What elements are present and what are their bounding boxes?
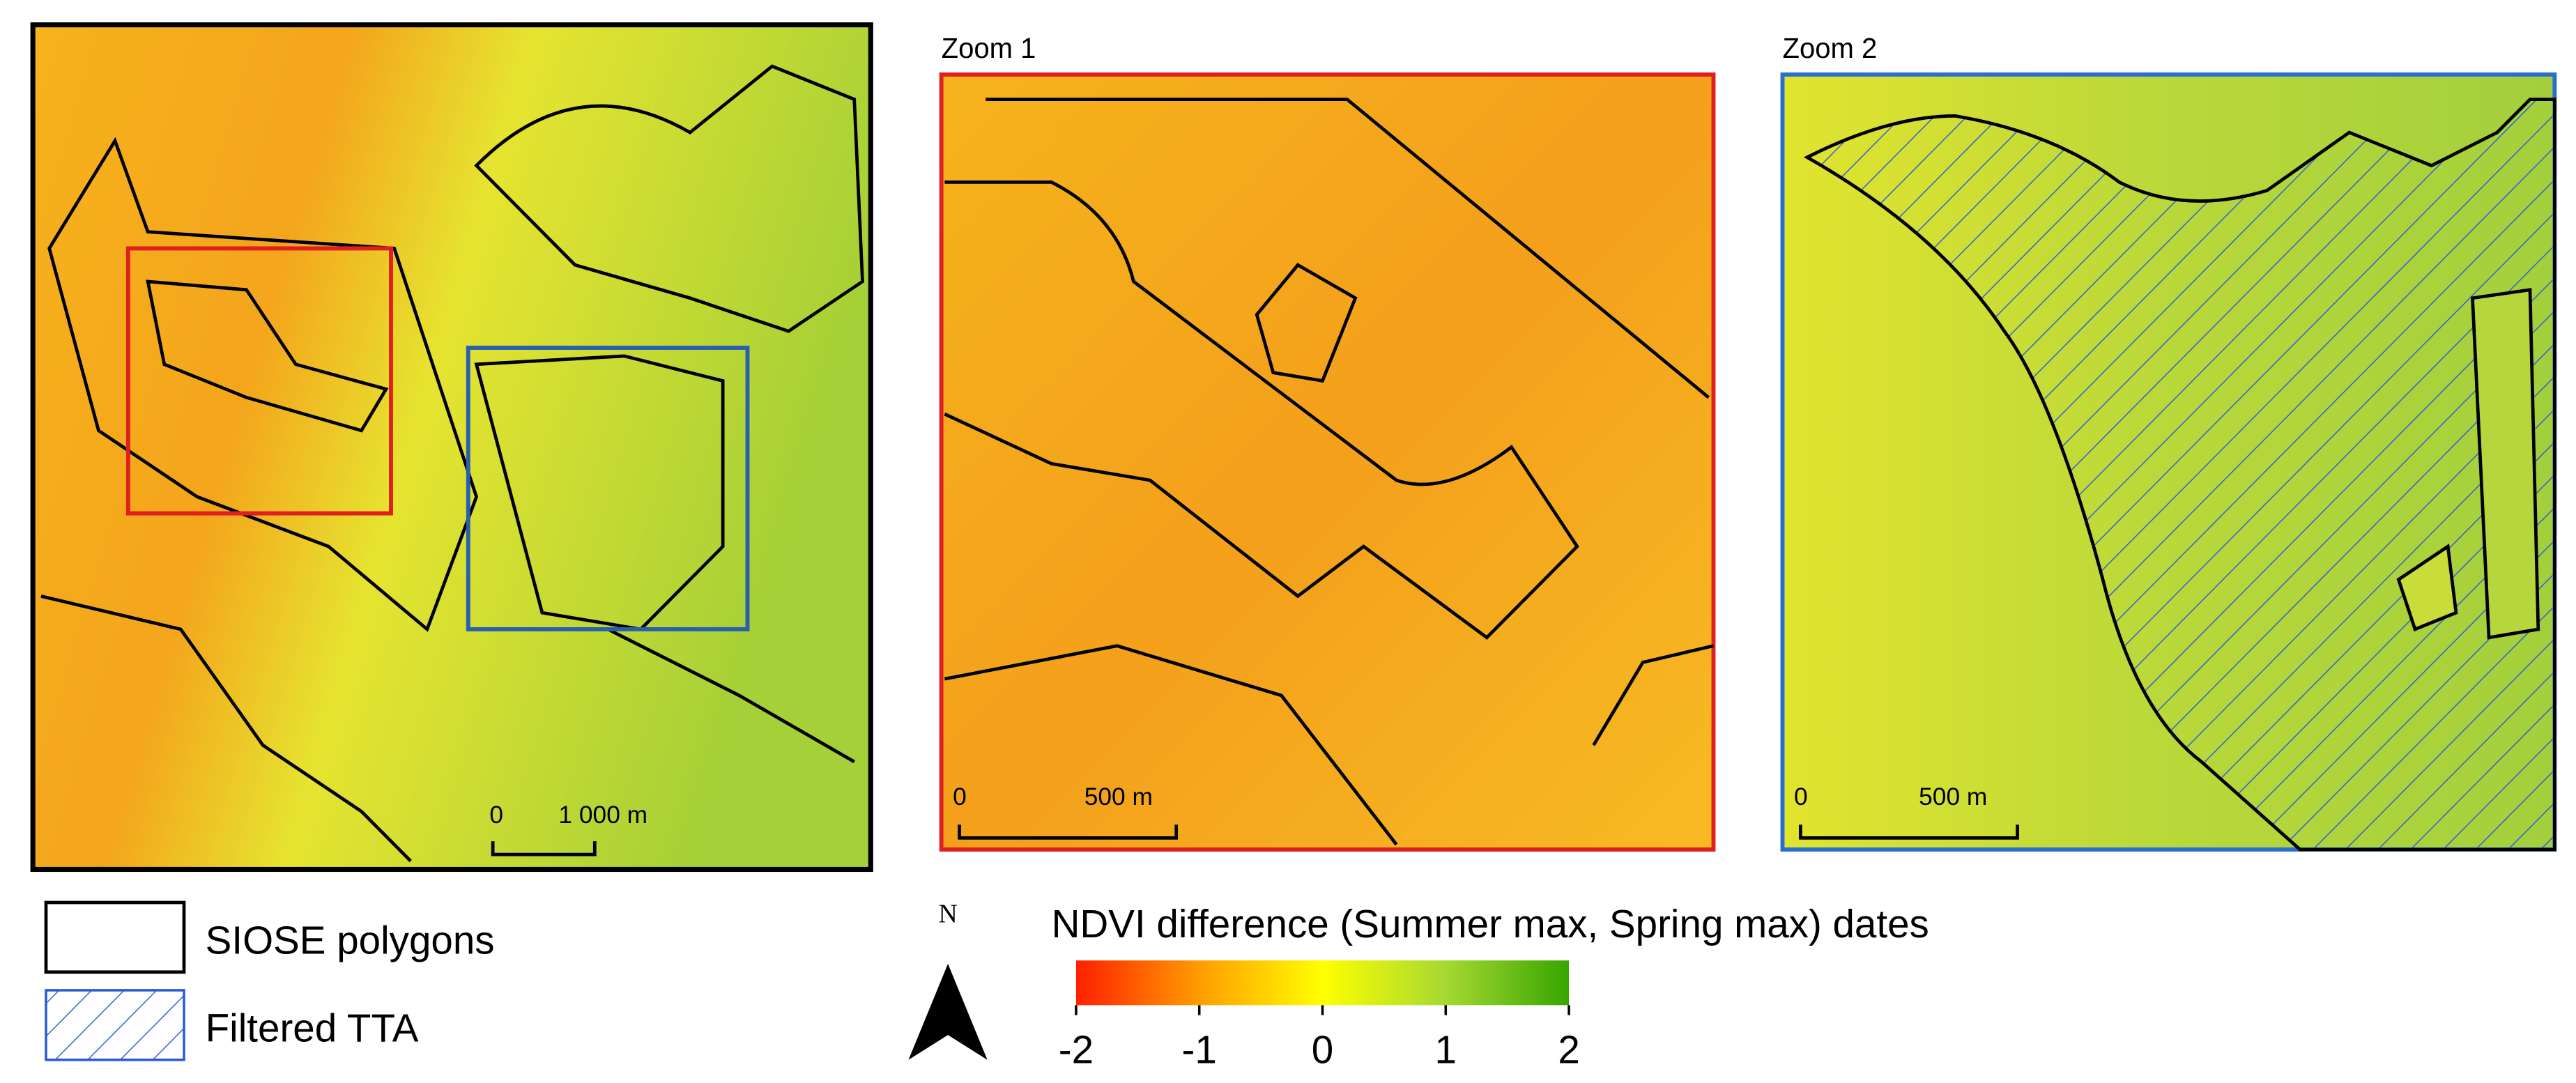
colorbar: NDVI difference (Summer max, Spring max)… <box>1052 903 1929 1073</box>
legend-label: SIOSE polygons <box>206 919 495 962</box>
main-map: 0 1 000 m <box>30 22 873 873</box>
panel-label: Zoom 1 <box>942 33 1036 64</box>
colorbar-tick-label: 0 <box>1312 1028 1333 1072</box>
panel-label: Zoom 2 <box>1783 33 1878 64</box>
colorbar-tick-label: 1 <box>1435 1028 1457 1072</box>
zoom-1: Zoom 1 0 500 m <box>939 33 1716 852</box>
legend: SIOSE polygons Filtered TTA <box>44 900 495 1061</box>
colorbar-tick-label: -1 <box>1182 1028 1217 1072</box>
colorbar-tick-label: -2 <box>1059 1028 1094 1072</box>
scale-end: 500 m <box>1084 783 1153 811</box>
legend-label: Filtered TTA <box>206 1006 419 1050</box>
north-label: N <box>938 899 957 928</box>
scale-start: 0 <box>1794 783 1808 811</box>
colorbar-tick-label: 2 <box>1558 1028 1579 1072</box>
scale-start: 0 <box>953 783 967 811</box>
scale-end: 500 m <box>1919 783 1987 811</box>
scale-start: 0 <box>489 801 503 829</box>
north-arrow: N <box>908 899 988 1060</box>
colorbar-ramp <box>1075 960 1570 1006</box>
colorbar-title: NDVI difference (Summer max, Spring max)… <box>1052 903 1929 946</box>
zoom-2: Zoom 2 0 500 m <box>1780 33 2557 852</box>
scale-end: 1 000 m <box>558 801 647 829</box>
